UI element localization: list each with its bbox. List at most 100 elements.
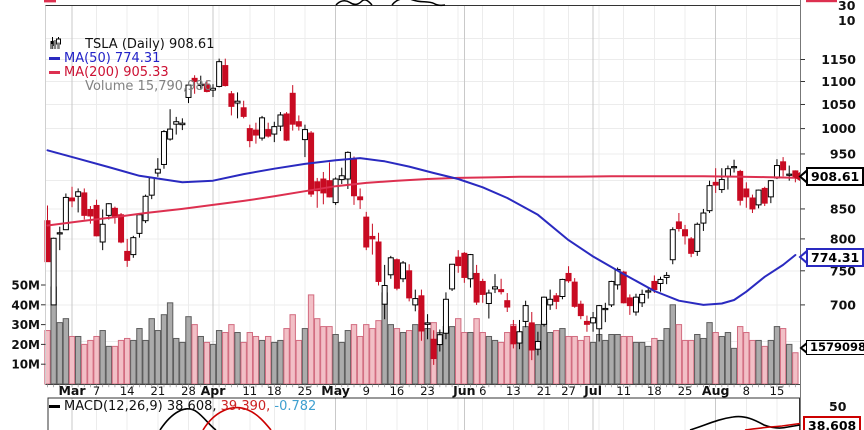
- candle-body: [69, 197, 76, 202]
- candle-body: [375, 241, 382, 282]
- volume-bar: [773, 326, 781, 385]
- candle-body: [326, 180, 333, 198]
- candle-body: [99, 223, 106, 243]
- volume-bar: [767, 339, 775, 385]
- macd-legend-name: MACD(12,26,9): [64, 399, 167, 414]
- volume-bar: [479, 332, 486, 385]
- legend-ma50-label: MA(50) 774.31: [64, 50, 161, 66]
- volume-bar: [620, 335, 627, 385]
- candle-body: [626, 297, 633, 307]
- volume-bar: [553, 330, 560, 385]
- volume-bar: [148, 318, 155, 385]
- y-axis-label: 800: [830, 231, 856, 246]
- volume-bars-icon: [49, 40, 82, 109]
- candle-body: [216, 61, 223, 87]
- volume-bar: [111, 345, 119, 385]
- volume-axis-label: 10M: [11, 358, 40, 372]
- candle-body: [749, 197, 756, 210]
- candle-body: [602, 307, 609, 311]
- candle-body: [473, 272, 480, 303]
- candle-body: [663, 274, 670, 278]
- candle-body: [491, 286, 498, 290]
- macd-signal-fragment: [744, 422, 801, 430]
- volume-bar: [393, 328, 401, 385]
- volume-bar: [694, 334, 701, 385]
- candle-body: [639, 293, 646, 304]
- volume-bar: [142, 339, 149, 385]
- upper-indicator-curve: [335, 0, 446, 7]
- volume-bar: [399, 332, 407, 385]
- volume-bar: [387, 324, 394, 385]
- volume-bar: [718, 335, 725, 385]
- candle-body: [185, 84, 192, 98]
- candle-body: [314, 181, 321, 192]
- legend-symbol-row: TSLA (Daily) 908.61: [49, 37, 214, 52]
- volume-bar: [314, 318, 321, 385]
- volume-bar: [743, 332, 750, 385]
- upper-panel-axis-label-30: 30: [838, 0, 856, 13]
- volume-bar: [602, 339, 609, 385]
- volume-bar: [356, 335, 364, 385]
- candle-body: [651, 280, 658, 291]
- volume-bar: [614, 334, 621, 385]
- x-axis-label: 18: [647, 384, 662, 398]
- candle-body: [700, 212, 707, 224]
- volume-bar: [240, 341, 247, 385]
- x-axis-label: 14: [120, 384, 135, 398]
- candle-body: [271, 126, 278, 135]
- volume-bar: [761, 345, 768, 385]
- volume-bar: [638, 341, 646, 385]
- volume-bar: [350, 324, 358, 385]
- candle-body: [455, 256, 462, 267]
- ma50-price-marker: 774.31: [806, 248, 864, 267]
- upper-panel-axis-label-10: 10: [838, 13, 856, 28]
- volume-bar: [289, 314, 296, 385]
- y-axis-label: 1050: [821, 97, 856, 112]
- x-axis-label: Apr: [201, 383, 227, 398]
- volume-bar: [663, 328, 670, 385]
- x-axis-label: 28: [181, 384, 196, 398]
- candle-body: [620, 271, 627, 304]
- candle-body: [283, 113, 290, 141]
- candle-body: [608, 280, 615, 306]
- x-axis-label: 16: [390, 384, 405, 398]
- volume-bar: [326, 326, 333, 385]
- ma50-line: [46, 149, 797, 306]
- volume-bar: [700, 337, 707, 385]
- candle-body: [93, 204, 100, 237]
- candle-body: [479, 280, 486, 295]
- volume-bar: [154, 330, 162, 385]
- volume-axis-label: 30M: [11, 318, 40, 332]
- x-axis-label: 25: [678, 384, 693, 398]
- volume-bar: [264, 335, 272, 385]
- volume-bar: [626, 335, 634, 385]
- volume-bar: [412, 324, 419, 385]
- candle-body: [657, 278, 664, 284]
- volume-bar: [320, 326, 327, 385]
- candle-body: [449, 263, 456, 290]
- candle-body: [430, 338, 437, 360]
- volume-bar: [173, 337, 180, 385]
- volume-bar: [596, 334, 603, 385]
- candle-body: [62, 196, 69, 231]
- candle-body: [400, 262, 407, 280]
- x-axis-label: Jul: [583, 383, 602, 398]
- candle-body: [547, 298, 554, 306]
- volume-bar: [363, 324, 370, 385]
- volume-bar: [681, 339, 689, 385]
- macd-curve-fragment: [689, 415, 801, 430]
- x-axis-label: 25: [298, 384, 313, 398]
- candle-body: [130, 237, 137, 256]
- macd-signal-value: 39.390,: [220, 399, 275, 414]
- candle-body: [461, 252, 468, 278]
- volume-bar: [222, 332, 229, 385]
- volume-bar: [234, 332, 241, 385]
- x-axis-label: May: [321, 383, 350, 398]
- volume-bar: [589, 341, 597, 385]
- y-axis-label: 1000: [821, 121, 856, 136]
- volume-bar: [62, 318, 70, 385]
- candle-body: [246, 128, 253, 142]
- y-axis-label: 850: [830, 201, 856, 216]
- x-axis-label: 6: [479, 384, 486, 398]
